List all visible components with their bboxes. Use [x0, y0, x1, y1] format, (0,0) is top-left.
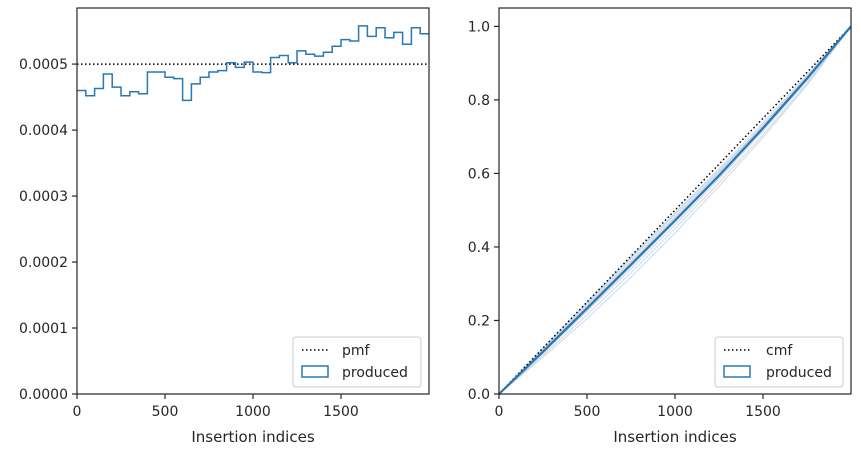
right-axes-frame [498, 7, 852, 395]
y-tick-label: 0.2 [468, 313, 490, 329]
x-tick-label: 1500 [323, 404, 359, 420]
y-tick-label: 0.8 [468, 93, 490, 109]
x-tick-label: 500 [574, 404, 601, 420]
x-tick-label: 1500 [745, 404, 781, 420]
produced-histogram-step [77, 25, 429, 102]
produced-cdf-line [498, 25, 852, 395]
pmf-panel: 0.0000 0.0001 0.0002 0.0003 0.0004 0.0005 0 50… [19, 7, 430, 446]
left-axes-frame [76, 7, 430, 395]
left-legend-produced-label: produced [342, 365, 408, 381]
x-tick-label: 1000 [657, 404, 693, 420]
replicate-cdf-line [498, 26, 852, 395]
right-x-axis-label: Insertion indices [613, 428, 736, 446]
right-plot-area [498, 25, 852, 395]
y-tick-label: 1.0 [468, 19, 490, 35]
y-tick-label: 0.0003 [19, 189, 68, 205]
x-tick-label: 0 [495, 404, 504, 420]
left-x-axis-label: Insertion indices [191, 428, 314, 446]
x-tick-label: 1000 [235, 404, 271, 420]
y-tick-label: 0.0 [468, 387, 490, 403]
left-legend-produced-swatch [301, 365, 329, 378]
y-tick-label: 0.0004 [19, 123, 68, 139]
replicate-cdf-line [498, 26, 852, 395]
y-tick-label: 0.0000 [19, 387, 68, 403]
right-y-ticks: 0.0 0.2 0.4 0.6 0.8 1.0 [468, 19, 499, 403]
y-tick-label: 0.0002 [19, 255, 68, 271]
right-legend: cmf produced [714, 336, 844, 388]
right-x-ticks: 0 500 1000 1500 [495, 394, 781, 420]
right-legend-produced-label: produced [766, 365, 832, 381]
cmf-reference-line [498, 25, 852, 395]
y-tick-label: 0.0005 [19, 57, 68, 73]
right-legend-cmf-label: cmf [766, 343, 793, 359]
cmf-panel: 0.0 0.2 0.4 0.6 0.8 1.0 0 500 1000 1500 Insertio… [468, 7, 852, 446]
x-tick-label: 0 [73, 404, 82, 420]
left-legend-box [292, 336, 422, 388]
replicate-cdf-line [498, 26, 852, 395]
y-tick-label: 0.0001 [19, 321, 68, 337]
y-tick-label: 0.6 [468, 166, 490, 182]
left-plot-area [77, 25, 429, 102]
left-legend: pmf produced [292, 336, 422, 388]
left-y-ticks: 0.0000 0.0001 0.0002 0.0003 0.0004 0.0005 [19, 57, 77, 403]
right-legend-box [714, 336, 844, 388]
left-legend-pmf-label: pmf [342, 343, 371, 359]
y-tick-label: 0.4 [468, 240, 490, 256]
x-tick-label: 500 [152, 404, 179, 420]
left-x-ticks: 0 500 1000 1500 [73, 394, 359, 420]
right-legend-produced-swatch [723, 365, 751, 378]
